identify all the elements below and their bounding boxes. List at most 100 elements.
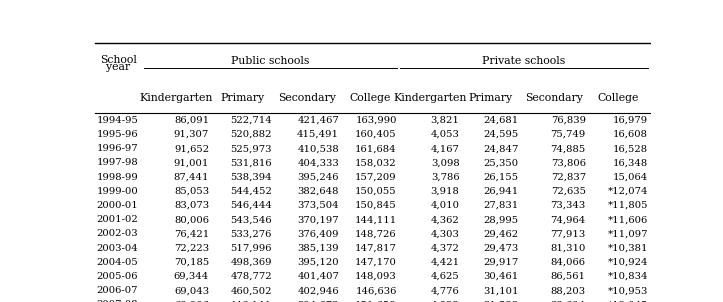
Text: 525,973: 525,973 — [231, 144, 272, 153]
Text: *10,924: *10,924 — [607, 258, 648, 267]
Text: 4,053: 4,053 — [431, 130, 460, 139]
Text: 395,246: 395,246 — [298, 173, 339, 182]
Text: Primary: Primary — [469, 93, 513, 103]
Text: 395,120: 395,120 — [298, 258, 339, 267]
Text: 401,407: 401,407 — [297, 272, 339, 281]
Text: 533,276: 533,276 — [231, 230, 272, 239]
Text: year: year — [106, 62, 131, 72]
Text: Kindergarten: Kindergarten — [140, 93, 213, 103]
Text: 1996-97: 1996-97 — [97, 144, 138, 153]
Text: 148,726: 148,726 — [355, 230, 397, 239]
Text: 4,362: 4,362 — [431, 215, 460, 224]
Text: 70,185: 70,185 — [174, 258, 209, 267]
Text: 150,055: 150,055 — [355, 187, 397, 196]
Text: 86,091: 86,091 — [174, 116, 209, 125]
Text: 29,462: 29,462 — [484, 230, 518, 239]
Text: 2007-08: 2007-08 — [97, 300, 138, 302]
Text: 1994-95: 1994-95 — [97, 116, 138, 125]
Text: 394,673: 394,673 — [298, 300, 339, 302]
Text: 148,093: 148,093 — [355, 272, 397, 281]
Text: Private schools: Private schools — [482, 56, 565, 66]
Text: 4,167: 4,167 — [431, 144, 460, 153]
Text: 160,405: 160,405 — [355, 130, 397, 139]
Text: *11,805: *11,805 — [607, 201, 648, 210]
Text: 3,821: 3,821 — [431, 116, 460, 125]
Text: 74,885: 74,885 — [550, 144, 586, 153]
Text: 446,141: 446,141 — [230, 300, 272, 302]
Text: 161,684: 161,684 — [355, 144, 397, 153]
Text: 29,917: 29,917 — [483, 258, 518, 267]
Text: 1995-96: 1995-96 — [97, 130, 138, 139]
Text: 546,444: 546,444 — [230, 201, 272, 210]
Text: 147,170: 147,170 — [355, 258, 397, 267]
Text: 410,538: 410,538 — [297, 144, 339, 153]
Text: 4,625: 4,625 — [431, 272, 460, 281]
Text: 30,461: 30,461 — [483, 272, 518, 281]
Text: 24,595: 24,595 — [483, 130, 518, 139]
Text: 26,941: 26,941 — [483, 187, 518, 196]
Text: 1998-99: 1998-99 — [97, 173, 138, 182]
Text: 86,561: 86,561 — [551, 272, 586, 281]
Text: 460,502: 460,502 — [231, 286, 272, 295]
Text: 91,652: 91,652 — [174, 144, 209, 153]
Text: Public schools: Public schools — [231, 56, 309, 66]
Text: *11,606: *11,606 — [607, 215, 648, 224]
Text: 531,816: 531,816 — [230, 158, 272, 167]
Text: 28,995: 28,995 — [484, 215, 518, 224]
Text: 3,786: 3,786 — [431, 173, 460, 182]
Text: 74,964: 74,964 — [550, 215, 586, 224]
Text: 73,806: 73,806 — [551, 158, 586, 167]
Text: 147,817: 147,817 — [355, 244, 397, 253]
Text: 4,372: 4,372 — [431, 244, 460, 253]
Text: 16,528: 16,528 — [613, 144, 648, 153]
Text: 2006-07: 2006-07 — [97, 286, 138, 295]
Text: 150,845: 150,845 — [355, 201, 397, 210]
Text: 163,990: 163,990 — [355, 116, 397, 125]
Text: 84,066: 84,066 — [551, 258, 586, 267]
Text: 543,546: 543,546 — [230, 215, 272, 224]
Text: 402,946: 402,946 — [298, 286, 339, 295]
Text: 16,608: 16,608 — [613, 130, 648, 139]
Text: 91,307: 91,307 — [174, 130, 209, 139]
Text: 3,918: 3,918 — [431, 187, 460, 196]
Text: 4,776: 4,776 — [431, 286, 460, 295]
Text: 72,223: 72,223 — [174, 244, 209, 253]
Text: *10,834: *10,834 — [607, 272, 648, 281]
Text: 91,001: 91,001 — [174, 158, 209, 167]
Text: 24,681: 24,681 — [483, 116, 518, 125]
Text: 26,155: 26,155 — [484, 173, 518, 182]
Text: 27,831: 27,831 — [483, 201, 518, 210]
Text: Kindergarten: Kindergarten — [393, 93, 466, 103]
Text: 76,839: 76,839 — [551, 116, 586, 125]
Text: 146,636: 146,636 — [356, 286, 397, 295]
Text: 31,533: 31,533 — [483, 300, 518, 302]
Text: 478,772: 478,772 — [230, 272, 272, 281]
Text: 72,635: 72,635 — [551, 187, 586, 196]
Text: 69,344: 69,344 — [174, 272, 209, 281]
Text: 544,452: 544,452 — [230, 187, 272, 196]
Text: Primary: Primary — [220, 93, 264, 103]
Text: 24,847: 24,847 — [483, 144, 518, 153]
Text: 2000-01: 2000-01 — [97, 201, 138, 210]
Text: 69,043: 69,043 — [174, 286, 209, 295]
Text: 83,073: 83,073 — [174, 201, 209, 210]
Text: 2003-04: 2003-04 — [97, 244, 138, 253]
Text: 376,409: 376,409 — [298, 230, 339, 239]
Text: 2002-03: 2002-03 — [97, 230, 138, 239]
Text: 80,006: 80,006 — [174, 215, 209, 224]
Text: 522,714: 522,714 — [230, 116, 272, 125]
Text: 31,101: 31,101 — [483, 286, 518, 295]
Text: 3,098: 3,098 — [431, 158, 460, 167]
Text: 15,064: 15,064 — [612, 173, 648, 182]
Text: 16,979: 16,979 — [613, 116, 648, 125]
Text: *12,045: *12,045 — [607, 300, 648, 302]
Text: 4,421: 4,421 — [430, 258, 460, 267]
Text: 158,032: 158,032 — [355, 158, 397, 167]
Text: 68,906: 68,906 — [174, 300, 209, 302]
Text: 4,303: 4,303 — [431, 230, 460, 239]
Text: *10,381: *10,381 — [607, 244, 648, 253]
Text: College: College — [349, 93, 390, 103]
Text: 16,348: 16,348 — [612, 158, 648, 167]
Text: Secondary: Secondary — [525, 93, 583, 103]
Text: 157,209: 157,209 — [355, 173, 397, 182]
